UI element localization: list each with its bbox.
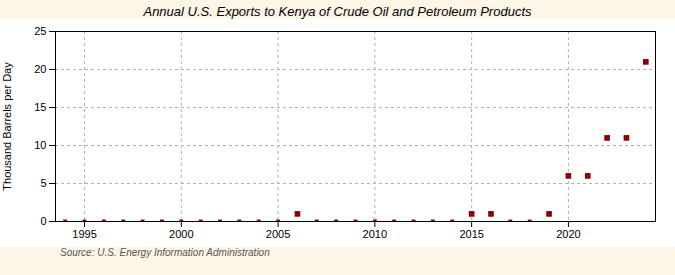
html-text:Annual U.S. Exports to Kenya o: Annual U.S. Exports to Kenya of Crude Oi… xyxy=(143,4,532,19)
svg-text:2000: 2000 xyxy=(169,228,193,240)
svg-text:25: 25 xyxy=(34,25,46,37)
svg-text:2015: 2015 xyxy=(459,228,483,240)
html-text:Source: U.S. Energy Informatio: Source: U.S. Energy Information Administ… xyxy=(60,247,270,258)
svg-text:0: 0 xyxy=(40,215,46,227)
svg-text:2005: 2005 xyxy=(266,228,290,240)
svg-text:20: 20 xyxy=(34,63,46,75)
svg-text:5: 5 xyxy=(40,177,46,189)
svg-text:15: 15 xyxy=(34,101,46,113)
svg-text:2020: 2020 xyxy=(556,228,580,240)
svg-text:Thousand Barrels per Day: Thousand Barrels per Day xyxy=(1,62,13,191)
svg-text:10: 10 xyxy=(34,139,46,151)
svg-text:2010: 2010 xyxy=(363,228,387,240)
svg-text:1995: 1995 xyxy=(72,228,96,240)
